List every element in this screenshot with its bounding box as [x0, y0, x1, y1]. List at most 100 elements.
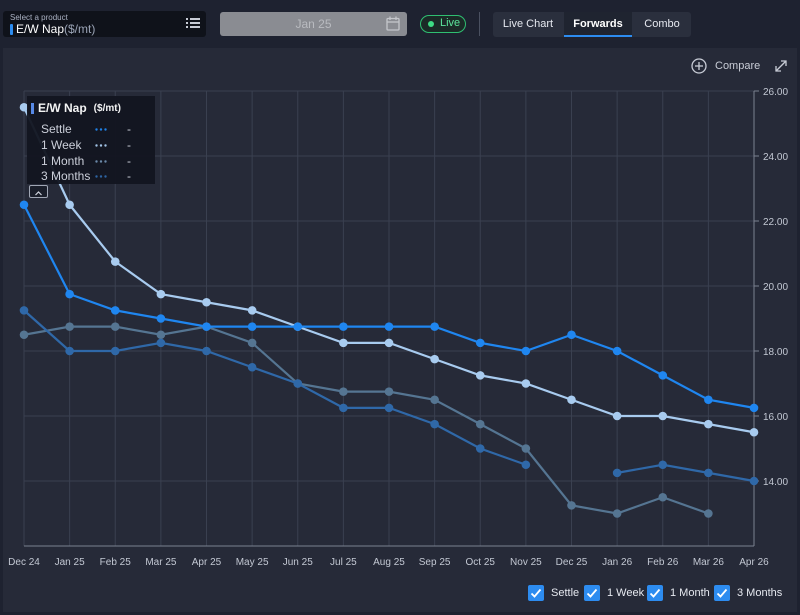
list-icon[interactable]	[186, 17, 200, 29]
collapse-tooltip-button[interactable]	[29, 185, 48, 198]
tooltip-row-value: -	[127, 138, 131, 152]
tooltip-row-label: 3 Months	[41, 169, 91, 183]
legend-3-months[interactable]: 3 Months	[714, 583, 782, 603]
date-picker[interactable]: Jan 25	[220, 12, 407, 36]
data-point-month	[612, 509, 622, 518]
tooltip-unit: ($/mt)	[93, 102, 121, 114]
data-point-month	[247, 338, 257, 348]
tab-combo[interactable]: Combo	[644, 18, 680, 30]
data-point-months3	[247, 362, 257, 372]
legend-label: 1 Week	[607, 587, 645, 599]
data-point-months3	[658, 460, 668, 470]
live-badge[interactable]: Live	[420, 15, 466, 33]
series-line-months3	[23, 309, 527, 466]
data-point-week	[567, 395, 576, 405]
y-tick-label: 22.00	[763, 217, 788, 228]
x-tick-label: Jun 25	[283, 557, 313, 568]
x-tick-label: Apr 25	[192, 557, 222, 568]
top-toolbar: Select a product E/W Nap ($/mt) Jan 25 Li…	[0, 0, 800, 48]
data-point-week	[521, 379, 531, 388]
data-point-month	[339, 387, 348, 396]
date-value: Jan 25	[295, 17, 332, 31]
data-point-month	[658, 492, 668, 502]
product-selector[interactable]: Select a product E/W Nap ($/mt)	[3, 11, 206, 37]
chevron-up-icon	[35, 191, 42, 196]
toolbar-divider	[479, 12, 480, 36]
legend-settle[interactable]: Settle	[528, 583, 579, 603]
y-tick-label: 26.00	[763, 87, 788, 98]
y-tick-label: 24.00	[763, 152, 788, 163]
data-point-settle	[475, 338, 485, 348]
data-point-months3	[202, 346, 211, 356]
legend-1-month[interactable]: 1 Month	[647, 583, 710, 603]
tooltip-panel: E/W Nap ($/mt) Settle - 1 Week - 1 Month…	[27, 96, 155, 184]
expand-icon[interactable]	[774, 59, 788, 73]
tooltip-row-value: -	[127, 169, 131, 183]
data-point-months3	[19, 306, 29, 315]
tab-forwards[interactable]: Forwards	[564, 12, 632, 37]
data-point-week	[384, 338, 394, 348]
live-status-dot	[428, 21, 434, 27]
product-caption: Select a product	[10, 13, 68, 22]
x-tick-label: Jul 25	[330, 557, 357, 568]
data-point-settle	[521, 346, 531, 356]
y-tick-label: 14.00	[763, 477, 788, 488]
data-point-week	[475, 371, 485, 380]
tooltip-row-1-month: 1 Month -	[41, 154, 151, 168]
x-tick-label: Dec 25	[556, 557, 588, 568]
checkbox-checked-icon[interactable]	[647, 585, 663, 601]
data-point-settle	[156, 314, 166, 323]
data-point-week	[704, 419, 713, 429]
data-point-months3	[475, 444, 485, 453]
chart-axes: Dec 24 Jan 25 Feb 25 Mar 25 Apr 25 May 25 Jun …	[8, 87, 788, 568]
dotted-line-icon	[95, 160, 107, 163]
data-point-month	[430, 395, 439, 405]
data-point-settle	[612, 346, 622, 356]
data-point-month	[19, 330, 29, 340]
data-point-settle	[19, 200, 29, 210]
data-point-settle	[567, 330, 576, 340]
x-tick-label: Nov 25	[510, 557, 542, 568]
tab-live-chart[interactable]: Live Chart	[502, 18, 554, 30]
x-tick-label: Oct 25	[466, 557, 496, 568]
add-circle-icon	[691, 58, 707, 74]
checkbox-checked-icon[interactable]	[528, 585, 544, 601]
tooltip-row-value: -	[127, 154, 131, 168]
data-point-months3	[704, 468, 713, 478]
checkbox-checked-icon[interactable]	[714, 585, 730, 601]
data-point-months3	[339, 403, 348, 413]
product-unit: ($/mt)	[64, 22, 96, 36]
data-point-month	[567, 501, 576, 510]
compare-label: Compare	[715, 60, 761, 72]
chart-series	[19, 102, 759, 518]
tooltip-row-label: 1 Week	[41, 138, 82, 152]
calendar-icon[interactable]	[386, 16, 400, 31]
tooltip-row-settle: Settle -	[41, 122, 151, 136]
x-tick-label: Apr 26	[739, 557, 769, 568]
data-point-settle	[749, 403, 759, 413]
x-tick-label: May 25	[236, 557, 269, 568]
data-point-week	[156, 289, 166, 299]
product-name: E/W Nap ($/mt)	[10, 22, 95, 36]
x-tick-label: Jan 25	[55, 557, 85, 568]
data-point-month	[156, 330, 166, 340]
legend-1-week[interactable]: 1 Week	[584, 583, 644, 603]
checkbox-checked-icon[interactable]	[584, 585, 600, 601]
tooltip-color-bar	[31, 102, 34, 114]
product-color-bar	[10, 23, 13, 35]
tooltip-row-label: 1 Month	[41, 154, 85, 168]
data-point-months3	[65, 346, 74, 356]
data-point-week	[202, 297, 211, 307]
y-tick-label: 18.00	[763, 347, 788, 358]
legend-label: 3 Months	[737, 587, 783, 599]
data-point-week	[339, 338, 348, 348]
product-name-text: E/W Nap	[16, 22, 65, 36]
data-point-settle	[65, 289, 74, 299]
x-tick-label: Feb 26	[647, 557, 679, 568]
data-point-settle	[384, 322, 394, 331]
data-point-months3	[156, 338, 166, 348]
data-point-month	[704, 509, 713, 518]
x-tick-label: Dec 24	[8, 557, 40, 568]
compare-button[interactable]: Compare	[691, 57, 760, 75]
data-point-week	[19, 102, 29, 112]
